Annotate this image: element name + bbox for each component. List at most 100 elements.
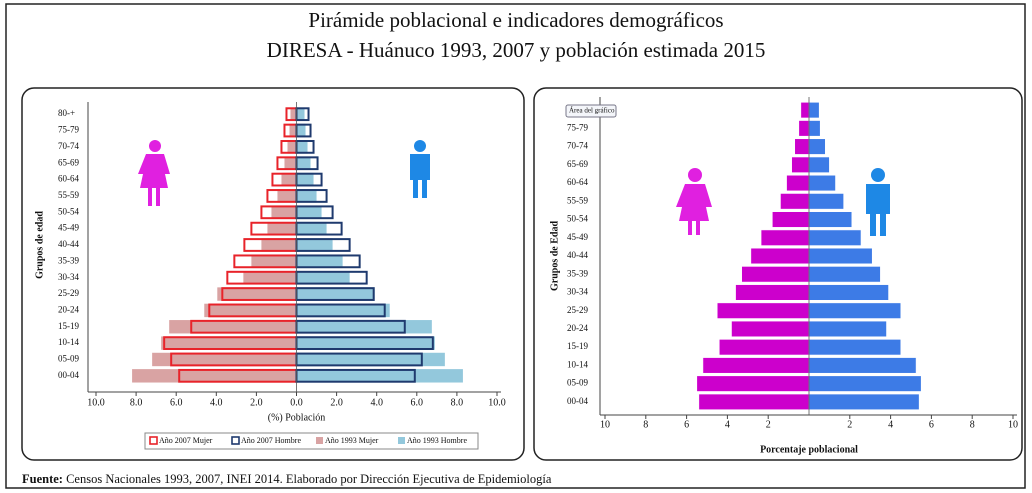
bar <box>808 393 920 411</box>
bar <box>296 254 343 269</box>
bar <box>808 156 830 173</box>
legend-box <box>144 432 479 450</box>
x-tick-label: 8 <box>970 419 975 430</box>
y-axis-label: Grupos de Edad <box>549 221 560 291</box>
bar <box>731 320 810 338</box>
bar <box>204 303 297 318</box>
y-tick-label: 45-49 <box>567 232 588 242</box>
x-tick-label: 2 <box>766 419 771 430</box>
bar <box>296 123 306 138</box>
bar <box>780 193 810 210</box>
bar <box>808 302 902 319</box>
bar <box>750 247 810 265</box>
y-tick-label: 20-24 <box>567 323 588 333</box>
x-axis-label: Porcentaje poblacional <box>760 444 858 455</box>
x-tick-label: 10.0 <box>488 397 506 408</box>
bar <box>132 369 297 383</box>
title: Pirámide poblacional e indicadores demog… <box>308 8 723 32</box>
footer: Fuente: Censos Nacionales 1993, 2007, IN… <box>22 472 552 486</box>
x-tick-label: 4.0 <box>210 397 223 408</box>
x-tick-label: 6.0 <box>411 397 424 408</box>
male-icon <box>866 168 890 236</box>
bar <box>791 156 810 173</box>
bar <box>771 211 810 228</box>
y-tick-label: 10-14 <box>567 359 588 369</box>
y-tick-label: 75-79 <box>567 122 588 132</box>
bar <box>277 189 297 203</box>
x-tick-label: 10.0 <box>87 397 105 408</box>
bar <box>296 172 314 187</box>
bar <box>698 393 810 411</box>
bar <box>271 205 297 219</box>
legend-swatch <box>149 436 158 445</box>
bar <box>808 193 844 210</box>
bar <box>267 221 297 236</box>
bar <box>808 266 881 283</box>
bar <box>808 247 873 265</box>
bar <box>251 254 297 269</box>
x-axis-label: (%) Población <box>268 412 326 423</box>
y-axis-label: Grupos de edad <box>34 211 45 279</box>
bar <box>290 107 297 121</box>
bar <box>798 120 810 137</box>
female-icon <box>138 140 170 206</box>
y-tick-label: 10-14 <box>58 337 79 347</box>
bar <box>696 375 810 392</box>
x-tick-label: 6.0 <box>170 397 183 408</box>
bar <box>735 284 810 301</box>
y-tick-label: 20-24 <box>58 304 79 314</box>
bar <box>741 266 810 283</box>
bar <box>289 123 297 138</box>
bar <box>808 339 902 356</box>
bar <box>808 138 826 155</box>
y-tick-label: 30-34 <box>58 272 79 282</box>
legend-swatch <box>398 437 405 444</box>
bar <box>808 357 917 374</box>
bar <box>296 369 463 383</box>
bar <box>152 352 297 367</box>
male-icon <box>410 140 430 198</box>
bar <box>786 174 810 192</box>
footer-text: Censos Nacionales 1993, 2007, INEI 2014.… <box>63 472 552 486</box>
bar <box>800 101 810 119</box>
bar <box>296 352 445 367</box>
bar <box>284 156 297 170</box>
y-tick-label: 80-+ <box>58 108 75 118</box>
bar <box>296 336 435 350</box>
y-tick-label: 05-09 <box>58 354 79 364</box>
bar <box>296 238 333 252</box>
bar <box>296 107 305 121</box>
x-tick-label: 10 <box>1008 419 1018 430</box>
x-tick-label: 8 <box>643 419 648 430</box>
bar <box>296 189 317 203</box>
y-tick-label: 15-19 <box>567 341 588 351</box>
legend-label: Año 2007 Mujer <box>159 436 213 445</box>
y-tick-label: 40-44 <box>567 250 588 260</box>
y-tick-label: 50-54 <box>58 206 79 216</box>
tooltip <box>565 104 617 118</box>
bar <box>808 320 887 338</box>
bar <box>243 271 297 285</box>
y-tick-label: 25-29 <box>58 288 79 298</box>
y-tick-label: 65-69 <box>58 157 79 167</box>
x-tick-label: 8.0 <box>130 397 143 408</box>
legend-label: Año 1993 Hombre <box>407 436 467 445</box>
bar <box>296 205 322 219</box>
bar <box>718 339 810 356</box>
y-tick-label: 15-19 <box>58 321 79 331</box>
y-tick-label: 65-69 <box>567 159 588 169</box>
x-tick-label: 2.0 <box>250 397 263 408</box>
bar <box>287 140 297 154</box>
bar <box>261 238 297 252</box>
x-tick-label: 4 <box>888 419 893 430</box>
bar <box>808 211 853 228</box>
y-tick-label: 40-44 <box>58 239 79 249</box>
y-tick-label: 25-29 <box>567 305 588 315</box>
bar <box>296 156 311 170</box>
bar <box>169 320 297 334</box>
bar <box>808 375 922 392</box>
bar <box>808 120 821 137</box>
x-tick-label: 0.0 <box>290 397 303 408</box>
bar <box>296 287 375 301</box>
